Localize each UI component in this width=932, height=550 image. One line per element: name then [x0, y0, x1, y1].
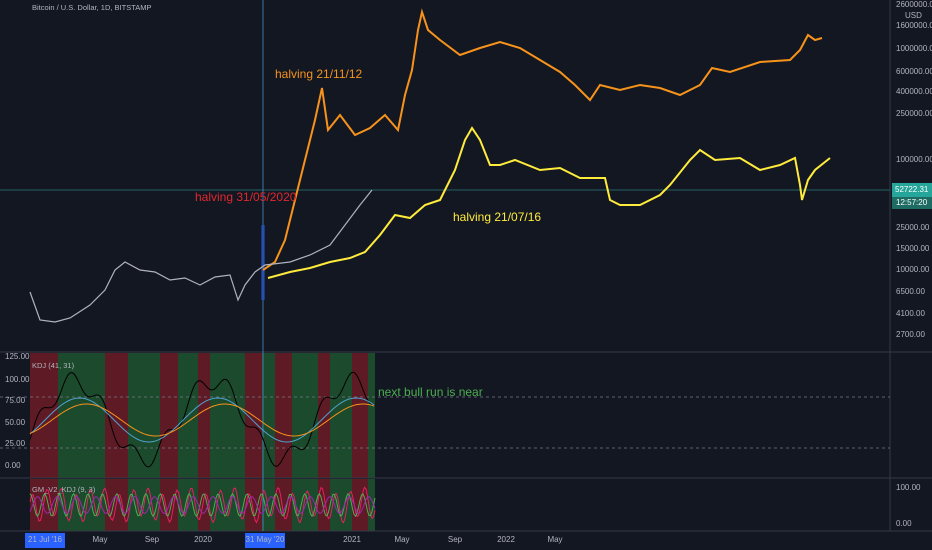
highlight — [261, 225, 265, 300]
price-label: 2600000.00 — [896, 0, 932, 9]
gm-label: 0.00 — [896, 519, 912, 528]
gm-label: 100.00 — [896, 483, 921, 492]
stripe — [330, 353, 352, 478]
time-label: 31 May '20 — [246, 535, 285, 544]
stripe — [105, 353, 128, 478]
last-price: 52722.31 — [895, 185, 929, 194]
kdj-label: 25.00 — [5, 439, 26, 448]
time-label: May — [92, 535, 107, 544]
oscillator-line — [29, 403, 375, 437]
stripe — [368, 479, 375, 531]
kdj-label: 0.00 — [5, 461, 21, 470]
price-label: 1600000.00 — [896, 21, 932, 30]
projection-yellow — [267, 126, 831, 279]
last-price-tag — [892, 183, 932, 197]
kdj-label: 50.00 — [5, 418, 26, 427]
stripe — [292, 353, 318, 478]
stripe — [330, 479, 352, 531]
price-candles — [29, 189, 373, 323]
currency: USD — [905, 11, 922, 20]
stripe — [245, 479, 262, 531]
countdown: 12:57:20 — [896, 198, 928, 207]
stripe — [352, 353, 368, 478]
stripe — [262, 353, 275, 478]
indicator-label: GM_V2_KDJ (9, 3) — [32, 485, 96, 494]
stripe — [318, 353, 330, 478]
price-label: 4100.00 — [896, 309, 925, 318]
time-label: May — [394, 535, 409, 544]
oscillator-line — [29, 495, 376, 514]
price-label: 100000.00 — [896, 155, 932, 164]
price-label: 1000000.00 — [896, 44, 932, 53]
kdj-label: 75.00 — [5, 396, 26, 405]
time-label: 2022 — [497, 535, 515, 544]
oscillator-line — [29, 492, 376, 518]
stripe — [318, 479, 330, 531]
annotation: halving 21/07/16 — [453, 210, 541, 224]
oscillator-line — [29, 397, 375, 443]
stripe — [128, 353, 160, 478]
price-label: 400000.00 — [896, 87, 932, 96]
time-label: Sep — [448, 535, 463, 544]
indicator-label: KDJ (41, 31) — [32, 361, 75, 370]
annotation: next bull run is near — [378, 385, 483, 399]
stripe — [368, 353, 375, 478]
kdj-label: 125.00 — [5, 352, 30, 361]
price-label: 15000.00 — [896, 244, 930, 253]
countdown-tag — [892, 197, 932, 209]
stripe — [58, 353, 105, 478]
symbol-title: Bitcoin / U.S. Dollar, 1D, BITSTAMP — [32, 3, 151, 12]
stripe — [352, 479, 368, 531]
oscillator-line — [29, 371, 375, 468]
time-label: 21 Jul '16 — [28, 535, 63, 544]
price-label: 25000.00 — [896, 223, 930, 232]
stripe — [198, 479, 210, 531]
stripe — [275, 479, 292, 531]
stripe — [160, 353, 178, 478]
price-label: 2700.00 — [896, 330, 925, 339]
price-label: 250000.00 — [896, 109, 932, 118]
kdj-label: 100.00 — [5, 375, 30, 384]
annotation: halving 21/11/12 — [275, 67, 363, 81]
price-label: 600000.00 — [896, 67, 932, 76]
time-highlight — [25, 533, 65, 548]
stripe — [210, 353, 245, 478]
oscillator-line — [29, 486, 376, 524]
price-label: 6500.00 — [896, 287, 925, 296]
price-label: 10000.00 — [896, 265, 930, 274]
stripe — [262, 479, 275, 531]
time-highlight — [245, 533, 285, 548]
stripe — [30, 479, 58, 531]
time-label: Sep — [145, 535, 160, 544]
time-label: May — [547, 535, 562, 544]
time-label: 2021 — [343, 535, 361, 544]
stripe — [198, 353, 210, 478]
stripe — [30, 353, 58, 478]
stripe — [275, 353, 292, 478]
projection-orange — [262, 8, 823, 271]
time-label: 2020 — [194, 535, 212, 544]
annotation: halving 31/05/2020 — [195, 190, 297, 204]
